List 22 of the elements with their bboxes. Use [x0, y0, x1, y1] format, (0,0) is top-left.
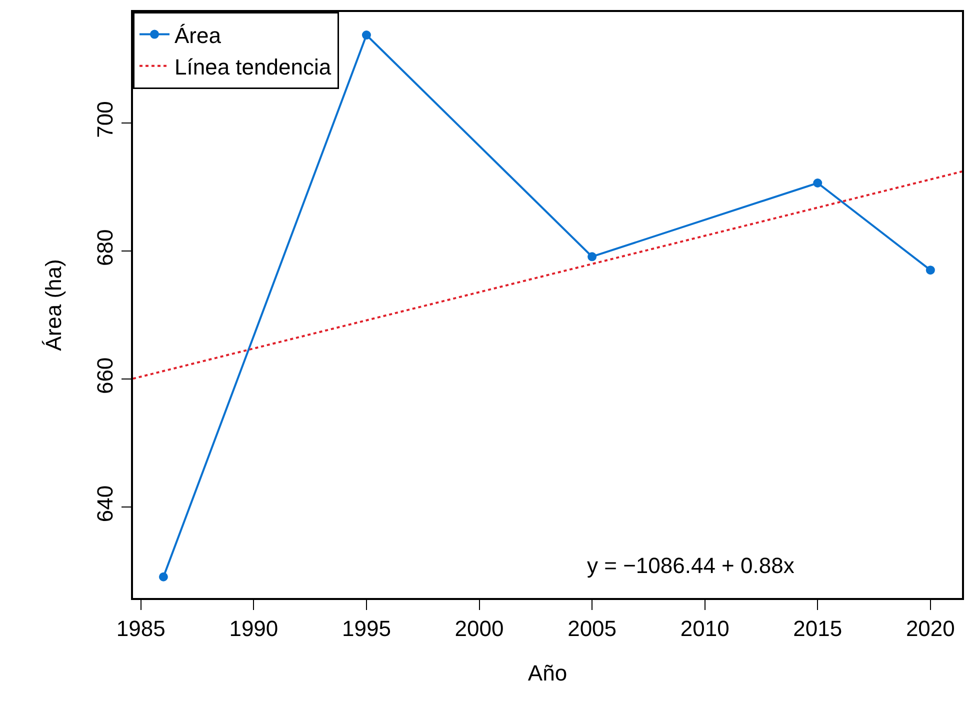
x-tick-label: 2005: [568, 616, 617, 642]
x-tick-label: 1995: [342, 616, 391, 642]
point: [588, 252, 597, 262]
y-tick-label: 660: [92, 357, 118, 394]
x-tick-label: 1990: [229, 616, 278, 642]
x-tick-label: 2015: [793, 616, 842, 642]
point: [158, 572, 168, 582]
x-tick-label: 2020: [906, 616, 955, 642]
y-tick-label: 640: [92, 485, 118, 522]
legend-label: Línea tendencia: [174, 54, 332, 80]
point: [813, 178, 822, 188]
annotation: y = −1086.44 + 0.88x: [587, 553, 794, 578]
x-tick-label: 2010: [680, 616, 730, 642]
x-tick-label: 2000: [454, 616, 504, 642]
y-tick-label: 700: [92, 101, 118, 138]
x-tick-label: 1985: [116, 616, 166, 642]
y-tick-label: 680: [92, 229, 118, 266]
legend-label: Área: [174, 22, 222, 48]
y-axis-title: Área (ha): [40, 259, 66, 351]
point: [926, 266, 935, 275]
x-axis-title: Año: [528, 660, 568, 686]
point: [362, 30, 371, 40]
